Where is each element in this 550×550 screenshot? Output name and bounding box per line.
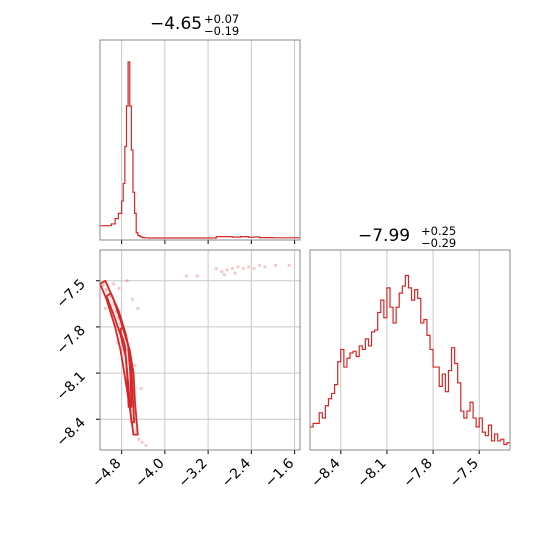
- marginal-x-histogram-line: [100, 61, 300, 239]
- joint-scatter-point: [222, 273, 226, 277]
- marginal-x-title: −4.65: [150, 14, 202, 34]
- joint-scatter-point: [137, 437, 141, 441]
- marginal-y-histogram-line: [310, 274, 510, 446]
- joint-panel: −4.8 −4.0 −3.2 −2.4 −1.6 −7.5 −7.8 −8.1 −8.4: [53, 249, 301, 491]
- joint-scatter-point: [117, 286, 121, 291]
- joint-scatter-point: [236, 265, 240, 269]
- marginal-x-title-minus: −0.19: [204, 24, 239, 38]
- joint-scatter-point: [136, 306, 140, 311]
- joint-contour-line: [105, 292, 136, 424]
- joint-contour-line: [99, 279, 139, 436]
- joint-tick-label-y: −8.4: [53, 415, 88, 450]
- joint-scatter-point: [214, 266, 218, 271]
- joint-scatter-point: [139, 386, 143, 391]
- marginal-y-tick-label: −8.4: [308, 455, 343, 490]
- joint-scatter-point: [104, 288, 109, 292]
- marginal-y-frame: [309, 249, 511, 451]
- joint-tick-label-x: −4.8: [89, 456, 124, 491]
- marginal-y-title: −7.99: [358, 226, 410, 246]
- marginal-y-title-plus: +0.25: [421, 224, 456, 238]
- joint-tick-label-y: −8.1: [53, 369, 88, 404]
- joint-scatter-point: [274, 263, 278, 267]
- joint-tick-label-y: −7.8: [53, 322, 88, 357]
- joint-scatter-point: [287, 263, 291, 267]
- marginal-y-tick-label: −8.1: [354, 456, 389, 491]
- joint-scatter-point: [241, 266, 245, 271]
- marginal-y-tick-label: −7.8: [401, 456, 436, 491]
- joint-frame: [99, 249, 301, 451]
- joint-tick-label-x: −2.4: [219, 455, 254, 490]
- joint-scatter-point: [103, 306, 108, 311]
- joint-tick-label-x: −1.6: [262, 455, 297, 490]
- marginal-x-title-plus: +0.07: [204, 12, 239, 26]
- joint-scatter-point: [230, 266, 235, 271]
- joint-scatter-point: [233, 271, 237, 275]
- joint-scatter-point: [225, 268, 229, 272]
- joint-scatter-point: [252, 266, 256, 271]
- marginal-y-panel: −8.4 −8.1 −7.8 −7.5: [308, 249, 511, 491]
- joint-scatter-point: [247, 265, 251, 269]
- joint-scatter-point: [144, 443, 148, 447]
- joint-scatter-point: [125, 279, 129, 283]
- marginal-x-panel: [99, 39, 301, 244]
- joint-scatter-point: [195, 274, 199, 278]
- joint-scatter-point: [111, 282, 116, 286]
- marginal-x-frame: [99, 39, 301, 241]
- marginal-y-tick-label: −7.5: [447, 456, 482, 491]
- joint-scatter-point: [130, 297, 135, 301]
- joint-scatter-point: [220, 269, 224, 274]
- joint-scatter-point: [140, 440, 144, 444]
- joint-scatter-point: [263, 265, 267, 269]
- joint-contour-line: [119, 325, 133, 408]
- joint-scatter-point: [133, 363, 137, 367]
- joint-tick-label-x: −4.0: [132, 456, 167, 491]
- joint-scatter-point: [184, 274, 189, 278]
- joint-tick-label-x: −3.2: [176, 456, 211, 491]
- marginal-y-title-minus: −0.29: [421, 236, 456, 250]
- joint-tick-label-y: −7.5: [53, 276, 88, 311]
- joint-scatter-point: [257, 263, 262, 267]
